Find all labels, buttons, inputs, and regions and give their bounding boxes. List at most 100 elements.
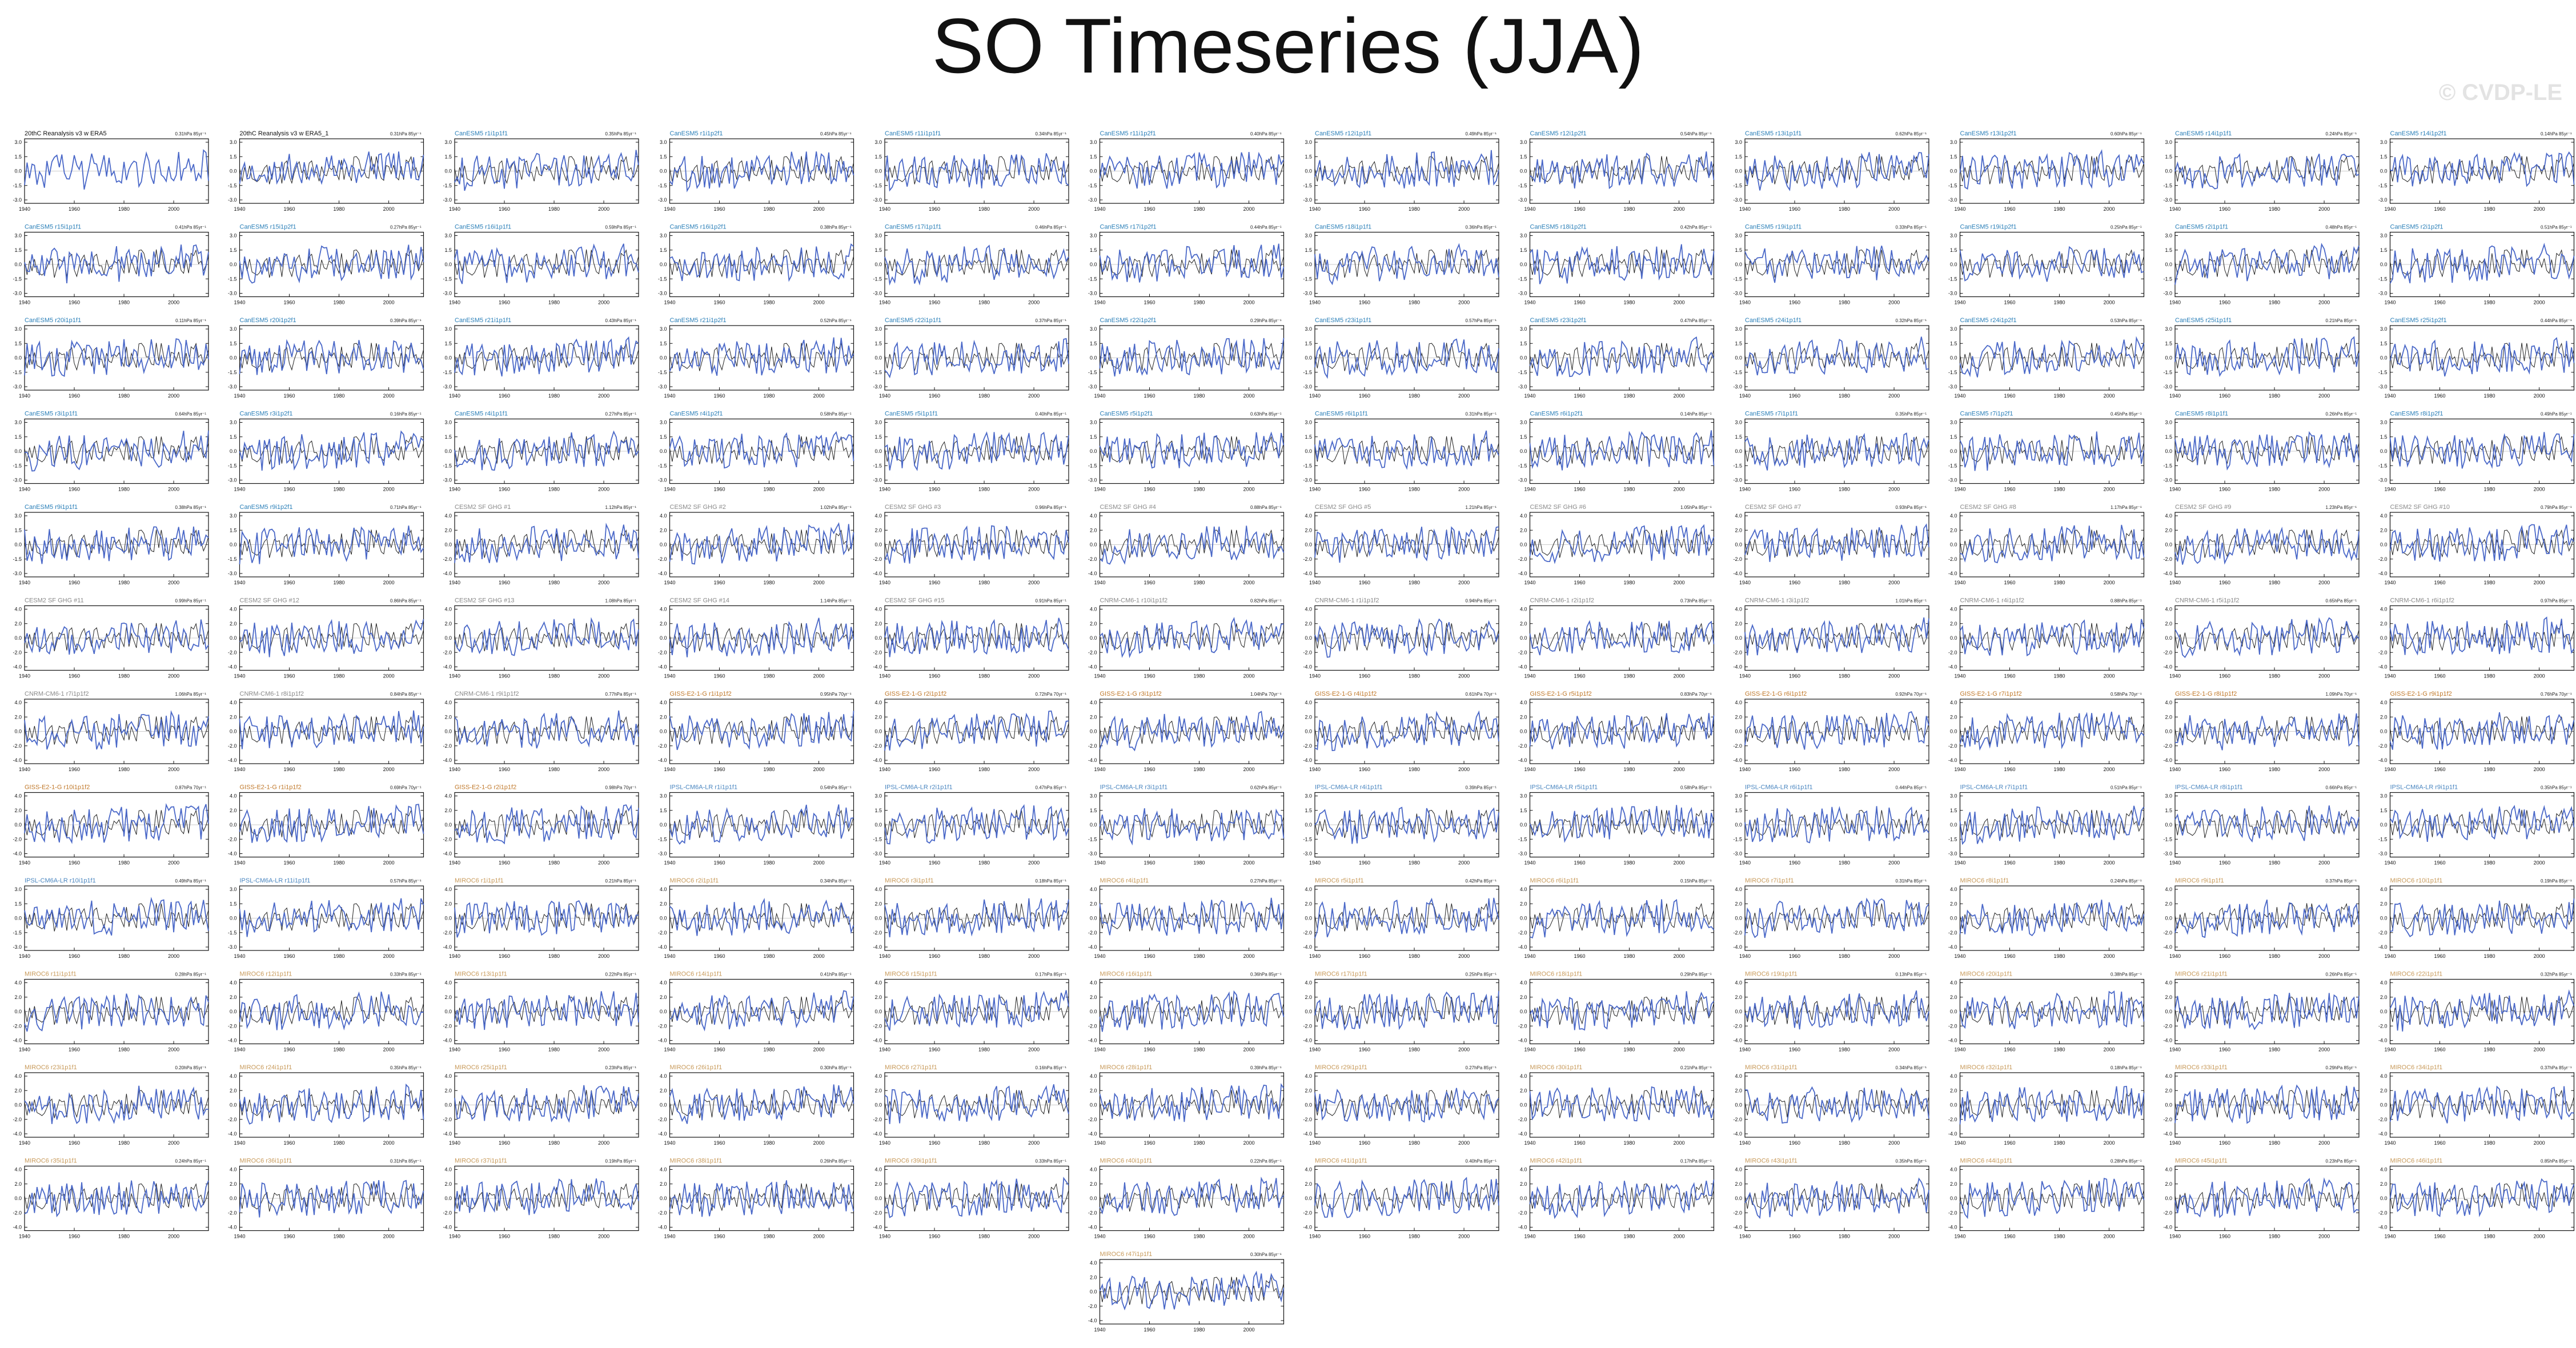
series-line-member xyxy=(884,153,1069,192)
panel-title: MIROC6 r32i1p1f1 xyxy=(1960,1064,2013,1071)
y-tick-label: 0.0 xyxy=(874,1102,882,1108)
x-tick-label: 1940 xyxy=(664,1047,675,1053)
y-tick-label: 4.0 xyxy=(874,607,882,612)
x-tick-label: 1940 xyxy=(2384,393,2396,399)
x-tick-label: 2000 xyxy=(1243,206,1255,212)
y-tick-label: 2.0 xyxy=(444,714,452,720)
y-tick-label: -4.0 xyxy=(1518,1225,1527,1230)
series-line-observed xyxy=(1314,529,1499,558)
series-line-member xyxy=(1099,616,1284,659)
series-line-member xyxy=(669,243,854,282)
series-line-member xyxy=(24,710,209,750)
x-tick-label: 1980 xyxy=(764,953,775,959)
x-tick-label: 1980 xyxy=(334,206,345,212)
x-tick-label: 1940 xyxy=(1954,206,1965,212)
x-tick-label: 2000 xyxy=(1028,767,1040,772)
x-tick-label: 1980 xyxy=(1194,393,1205,399)
y-tick-label: 2.0 xyxy=(1305,714,1312,720)
y-tick-label: -2.0 xyxy=(1948,649,1957,655)
x-tick-label: 1980 xyxy=(2054,673,2065,679)
chart-panel: CanESM5 r22i1p2f1 0.29hPa 85yr⁻¹3.01.50.0… xyxy=(1088,317,1285,399)
x-tick-label: 1980 xyxy=(548,206,560,212)
x-tick-label: 2000 xyxy=(1674,1140,1685,1146)
y-tick-label: -4.0 xyxy=(443,1225,452,1230)
x-tick-label: 1980 xyxy=(1624,1047,1635,1053)
panel-title: CanESM5 r23i1p2f1 xyxy=(1530,317,1587,324)
panel-trend: 0.29hPa 85yr⁻¹ xyxy=(2326,1065,2357,1070)
x-tick-label: 1960 xyxy=(499,953,510,959)
chart-panel: MIROC6 r8i1p1f1 0.24hPa 85yr⁻¹4.02.00.0-2… xyxy=(1948,877,2145,959)
panel-trend: 0.82hPa 85yr⁻¹ xyxy=(1250,599,1282,604)
x-tick-label: 1940 xyxy=(879,767,890,772)
x-tick-label: 1980 xyxy=(1624,1234,1635,1239)
y-tick-label: -2.0 xyxy=(1518,649,1527,655)
y-tick-label: 4.0 xyxy=(1090,980,1097,986)
x-tick-label: 2000 xyxy=(1243,673,1255,679)
x-tick-label: 1940 xyxy=(664,393,675,399)
y-tick-label: -3.0 xyxy=(13,571,22,576)
y-tick-label: 1.5 xyxy=(1520,434,1527,440)
panel-title: MIROC6 r37i1p1f1 xyxy=(455,1158,507,1165)
y-tick-label: -1.5 xyxy=(1733,463,1742,468)
y-tick-label: -1.5 xyxy=(873,370,882,375)
x-tick-label: 1980 xyxy=(118,580,130,585)
x-tick-label: 1980 xyxy=(1409,860,1420,866)
y-tick-label: 0.0 xyxy=(444,1102,452,1108)
y-tick-label: 1.5 xyxy=(2165,808,2172,813)
y-tick-label: 3.0 xyxy=(874,420,882,426)
y-tick-label: -2.0 xyxy=(1518,1023,1527,1029)
series-line-member xyxy=(2389,432,2575,469)
panel-title: MIROC6 r10i1p1f1 xyxy=(2390,877,2443,884)
y-tick-label: 4.0 xyxy=(14,980,22,986)
x-tick-label: 2000 xyxy=(813,206,825,212)
panel-trend: 0.58hPa 70yr⁻¹ xyxy=(2110,692,2142,697)
y-tick-label: -1.5 xyxy=(873,183,882,188)
x-tick-label: 1960 xyxy=(929,673,940,679)
panel-title: MIROC6 r40i1p1f1 xyxy=(1100,1158,1153,1165)
x-tick-label: 1960 xyxy=(714,580,725,585)
panel-title: CanESM5 r11i1p2f1 xyxy=(1100,130,1156,137)
y-tick-label: 0.0 xyxy=(660,1009,667,1014)
panel-title: MIROC6 r23i1p1f1 xyxy=(25,1064,77,1071)
x-tick-label: 1980 xyxy=(1839,1047,1850,1053)
panel-trend: 0.35hPa 85yr⁻¹ xyxy=(390,1065,422,1070)
x-tick-label: 1940 xyxy=(449,767,460,772)
x-tick-label: 2000 xyxy=(1028,673,1040,679)
panel-trend: 0.49hPa 85yr⁻¹ xyxy=(175,878,207,884)
x-tick-label: 1960 xyxy=(284,1047,295,1053)
panel-title: CanESM5 r12i1p1f1 xyxy=(1315,130,1371,137)
y-tick-label: 4.0 xyxy=(1305,513,1312,519)
y-tick-label: -3.0 xyxy=(1088,851,1097,857)
x-tick-label: 1940 xyxy=(1739,767,1751,772)
panel-title: MIROC6 r30i1p1f1 xyxy=(1530,1064,1583,1071)
y-tick-label: -4.0 xyxy=(1303,944,1312,950)
y-tick-label: 3.0 xyxy=(1090,793,1097,799)
x-tick-label: 1960 xyxy=(929,206,940,212)
x-tick-label: 1980 xyxy=(548,1140,560,1146)
chart-panel: CESM2 SF GHG #1 1.12hPa 85yr⁻¹4.02.00.0-2… xyxy=(443,504,639,585)
series-line-member xyxy=(2390,898,2575,937)
x-tick-label: 1980 xyxy=(118,487,130,492)
y-tick-label: 2.0 xyxy=(14,714,22,720)
y-tick-label: 0.0 xyxy=(1520,635,1527,641)
x-tick-label: 2000 xyxy=(1674,860,1685,866)
series-line-observed xyxy=(2390,249,2574,278)
x-tick-label: 1940 xyxy=(1524,767,1535,772)
y-tick-label: 0.0 xyxy=(874,355,882,361)
x-tick-label: 1940 xyxy=(449,860,460,866)
series-line-member xyxy=(884,710,1069,751)
series-line-observed xyxy=(1960,809,2144,839)
y-tick-label: 0.0 xyxy=(2380,916,2388,921)
panel-title: CanESM5 r12i1p2f1 xyxy=(1530,130,1587,137)
y-tick-label: -2.0 xyxy=(1518,1117,1527,1122)
x-tick-label: 1940 xyxy=(234,393,245,399)
panel-trend: 0.23hPa 85yr⁻¹ xyxy=(605,1065,637,1070)
chart-panel: CanESM5 r21i1p1f1 0.43hPa 85yr⁻¹3.01.50.0… xyxy=(443,317,639,399)
chart-panel: MIROC6 r24i1p1f1 0.35hPa 85yr⁻¹4.02.00.0-… xyxy=(228,1064,424,1146)
y-tick-label: 1.5 xyxy=(14,340,22,346)
y-tick-label: -2.0 xyxy=(1088,743,1097,749)
panel-title: MIROC6 r31i1p1f1 xyxy=(1745,1064,1797,1071)
panel-trend: 1.17hPa 85yr⁻¹ xyxy=(2110,505,2142,510)
y-tick-label: -3.0 xyxy=(443,384,452,390)
x-tick-label: 1940 xyxy=(19,300,30,306)
